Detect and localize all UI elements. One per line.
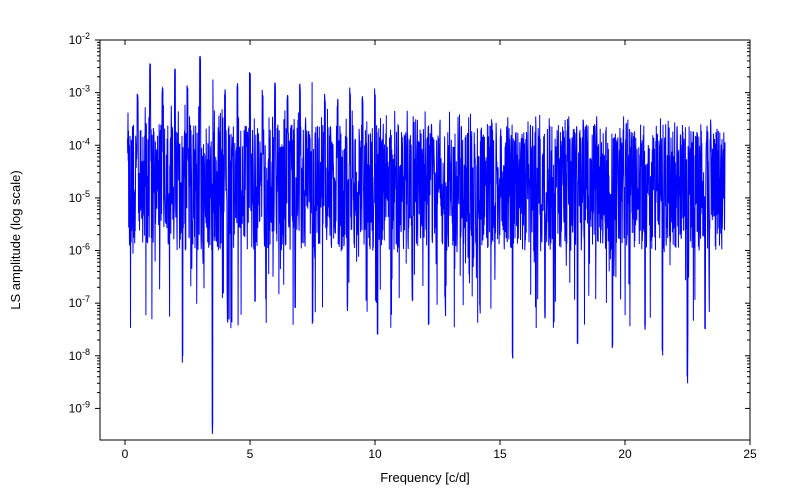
- y-tick-label: 10-7: [69, 294, 90, 310]
- chart-svg: 0 5 10 15 20 25 10-9 10-8 10-7 10-6 10-5 10-4 10-3 10…: [0, 0, 800, 500]
- y-tick-label: 10-5: [69, 189, 90, 205]
- y-tick-label: 10-2: [69, 31, 90, 47]
- x-tick-label: 10: [368, 447, 382, 461]
- y-tick-label: 10-4: [69, 136, 90, 152]
- y-axis-label: LS amplitude (log scale): [8, 170, 23, 309]
- x-axis-label: Frequency [c/d]: [380, 470, 470, 485]
- periodogram-chart: 0 5 10 15 20 25 10-9 10-8 10-7 10-6 10-5 10-4 10-3 10…: [0, 0, 800, 500]
- x-tick-label: 20: [618, 447, 632, 461]
- periodogram-trace: [128, 57, 726, 434]
- x-tick-label: 25: [743, 447, 757, 461]
- y-tick-label: 10-8: [69, 347, 90, 363]
- y-tick-label: 10-3: [69, 84, 90, 100]
- y-tick-label: 10-6: [69, 242, 90, 258]
- y-tick-label: 10-9: [69, 399, 90, 415]
- x-tick-label: 0: [122, 447, 129, 461]
- x-tick-label: 15: [493, 447, 507, 461]
- x-tick-label: 5: [247, 447, 254, 461]
